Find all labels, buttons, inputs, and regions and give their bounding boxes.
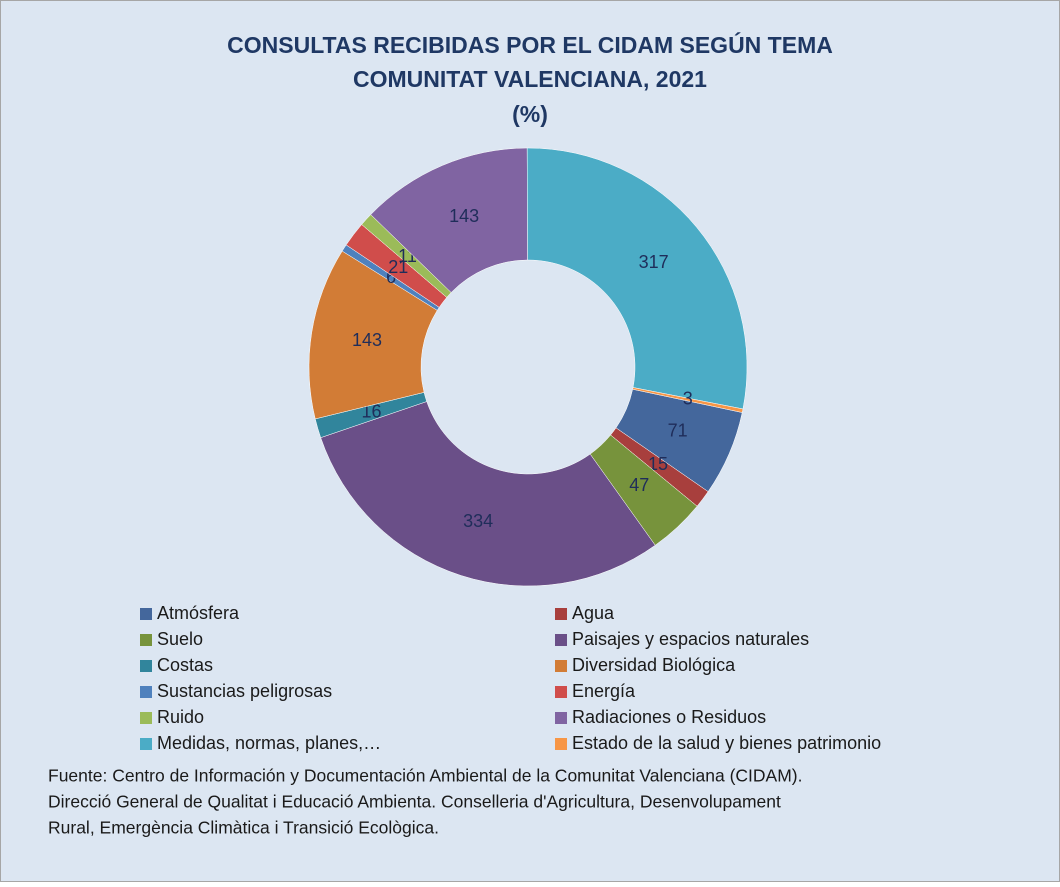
legend-label: Ruido	[157, 707, 204, 727]
slice	[370, 147, 528, 293]
legend-label: Estado de la salud y bienes patrimonio	[572, 733, 881, 753]
legend-marker	[140, 712, 152, 724]
legend-marker	[140, 660, 152, 672]
legend-marker	[140, 608, 152, 620]
legend-label: Medidas, normas, planes,…	[157, 733, 381, 753]
legend-marker	[555, 634, 567, 646]
data-label: 317	[639, 252, 669, 272]
legend-label: Paisajes y espacios naturales	[572, 629, 809, 649]
legend-label: Radiaciones o Residuos	[572, 707, 766, 727]
legend-marker	[555, 660, 567, 672]
slice	[632, 387, 744, 413]
slice	[308, 250, 438, 420]
legend-label: Diversidad Biológica	[572, 655, 736, 675]
legend-marker	[140, 686, 152, 698]
source-note: Direcció General de Qualitat i Educació …	[48, 792, 781, 812]
chart-title: (%)	[512, 101, 548, 127]
data-label: 71	[668, 420, 688, 440]
data-label: 143	[449, 206, 479, 226]
source-note: Fuente: Centro de Información y Document…	[48, 766, 803, 786]
legend-label: Agua	[572, 603, 615, 623]
legend-label: Sustancias peligrosas	[157, 681, 332, 701]
chart-title: COMUNITAT VALENCIANA, 2021	[353, 66, 707, 92]
data-label: 15	[648, 454, 668, 474]
slice	[320, 401, 656, 587]
legend-marker	[555, 608, 567, 620]
legend-label: Energía	[572, 681, 636, 701]
source-note: Rural, Emergència Climàtica i Transició …	[48, 818, 439, 838]
legend-label: Suelo	[157, 629, 203, 649]
data-label: 334	[463, 511, 493, 531]
data-label: 3	[683, 388, 693, 408]
legend-marker	[555, 712, 567, 724]
chart-title: CONSULTAS RECIBIDAS POR EL CIDAM SEGÚN T…	[227, 31, 833, 58]
legend-marker	[555, 738, 567, 750]
data-label: 47	[629, 475, 649, 495]
legend-marker	[140, 738, 152, 750]
data-label: 6	[386, 267, 396, 287]
legend-label: Atmósfera	[157, 603, 240, 623]
legend-label: Costas	[157, 655, 213, 675]
data-label: 21	[388, 257, 408, 277]
legend-marker	[555, 686, 567, 698]
data-label: 143	[352, 330, 382, 350]
slice	[526, 147, 748, 410]
legend-marker	[140, 634, 152, 646]
